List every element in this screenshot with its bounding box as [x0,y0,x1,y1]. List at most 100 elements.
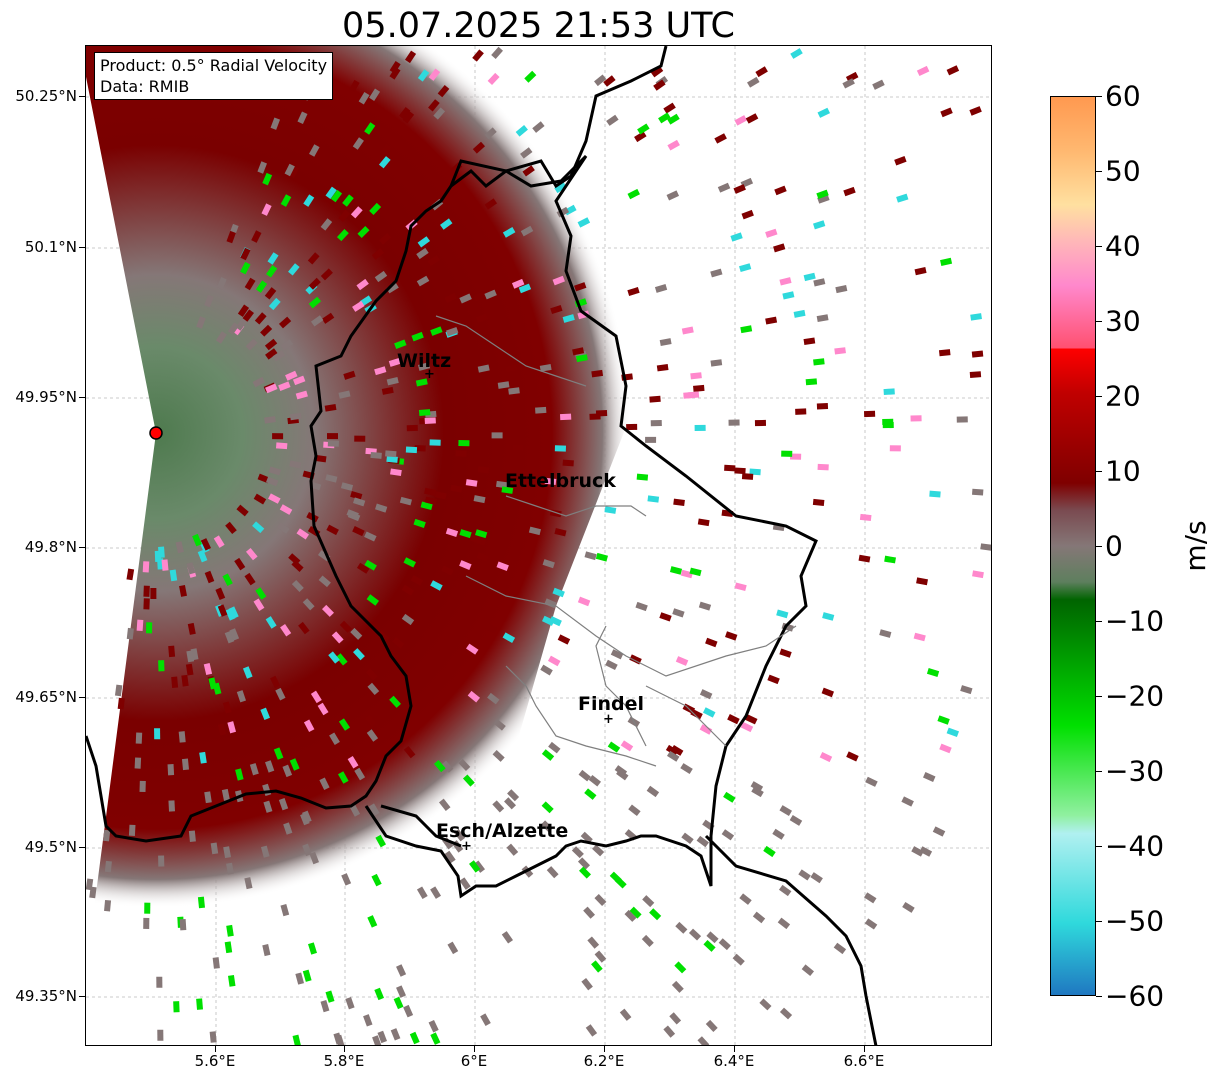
echo-gate [260,324,273,337]
echo-gate [253,493,267,505]
product-info-box: Product: 0.5° Radial Velocity Data: RMIB [94,52,334,100]
echo-gate [606,114,619,126]
city-label: Esch/Alzette [436,820,569,842]
echo-gate [672,608,685,618]
echo-gate [577,310,590,320]
echo-gate [192,533,202,547]
echo-gate [540,664,553,676]
echo-gate [846,751,859,762]
echo-gate [252,521,265,534]
echo-gate [803,337,816,346]
echo-gate [221,788,230,801]
echo-gate [424,417,436,425]
echo-gate [541,615,555,626]
echo-gate [518,283,532,294]
city-marker-icon: + [461,839,472,854]
echo-gate [902,901,915,913]
echo-gate [728,419,740,426]
echo-gate [226,230,236,244]
echo-gate [324,404,337,412]
echo-gate [396,985,406,998]
echo-gate [143,598,150,610]
echo-gate [477,364,490,373]
echo-gate [417,236,431,248]
echo-gate [688,928,702,941]
echo-gate [710,268,723,278]
echo-gate [385,450,397,458]
echo-gate [710,359,723,367]
echo-gate [801,964,814,977]
echo-gate [270,117,281,130]
echo-gate [225,608,236,621]
echo-gate [226,862,234,875]
echo-gate [508,387,520,395]
data-source-label: Data: RMIB [100,77,190,96]
echo-gate [416,886,428,900]
lon-tick-label: 5.8°E [323,1052,365,1070]
echo-gate [916,65,930,77]
echo-gate [548,741,561,754]
echo-gate [636,473,649,481]
echo-gate [845,71,859,83]
echo-gate [179,919,187,931]
echo-gate [187,622,196,635]
echo-gate [329,732,340,745]
echo-gate [325,186,337,200]
echo-gate [169,569,178,582]
echo-gate [222,573,233,587]
echo-gate [428,99,440,112]
echo-gate [303,719,315,733]
echo-gate [136,619,144,632]
echo-gate [188,830,196,842]
echo-gate [302,810,312,824]
echo-gate [501,486,514,494]
echo-gate [491,46,503,60]
lat-tick-label: 50.25°N [15,87,77,105]
echo-gate [552,587,565,598]
echo-gate [550,304,563,315]
echo-gate [244,572,256,586]
echo-gate [680,763,693,774]
echo-gate [763,845,776,858]
echo-gate [859,513,872,522]
echo-gate [470,534,483,545]
lat-tick [79,847,85,848]
echo-gate [268,297,281,311]
echo-gate [126,568,135,581]
echo-gate [242,309,254,322]
echo-gate [642,895,655,908]
echo-gate [717,182,731,193]
echo-gate [627,287,640,296]
echo-gate [338,209,351,222]
echo-gate [371,873,382,887]
echo-gate [158,546,165,558]
echo-gate [394,339,407,349]
lat-tick [79,397,85,398]
echo-gate [475,529,488,539]
echo-gate [520,225,534,237]
map-title: 05.07.2025 21:53 UTC [342,6,735,46]
radar-site-marker [149,426,163,440]
colorbar-tick [1096,171,1102,172]
echo-gate [693,384,705,392]
echo-gate [689,567,702,577]
echo-gate [584,551,597,561]
echo-gate [366,729,379,742]
echo-gate [865,776,878,787]
echo-gate [352,137,364,150]
echo-gate [610,649,624,660]
echo-gate [501,931,514,944]
echo-gate [725,631,738,641]
colorbar-tick [1096,321,1102,322]
echo-gate [554,445,567,452]
echo-gate [104,899,112,912]
echo-gate [396,964,407,977]
echo-gate [739,263,752,272]
city-label: Wiltz [397,350,452,372]
echo-gate [349,804,361,817]
echo-gate [493,718,506,731]
echo-gate [414,444,426,452]
echo-gate [392,636,405,649]
echo-gate [552,275,565,286]
echo-gate [254,312,267,325]
